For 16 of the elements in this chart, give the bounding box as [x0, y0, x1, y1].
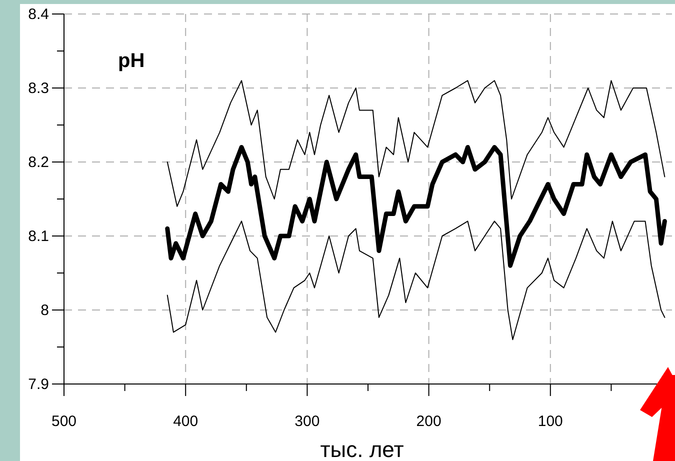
x-tick-label: 100 — [538, 413, 563, 430]
y-tick-label: 8.3 — [28, 80, 49, 97]
y-axis-title: pH — [118, 50, 145, 72]
y-tick-label: 8.2 — [28, 154, 49, 171]
x-tick-label: 200 — [416, 413, 442, 430]
line-series — [166, 80, 666, 207]
y-tick-label: 8.4 — [28, 6, 49, 23]
y-tick-label: 8.1 — [28, 228, 49, 245]
line-series — [165, 144, 667, 268]
y-tick-label: 7.9 — [28, 376, 49, 393]
x-axis-title: тыс. лет — [320, 437, 404, 461]
x-tick-label: 300 — [294, 413, 320, 430]
x-tick-label: 400 — [173, 413, 198, 430]
line-series — [166, 220, 666, 340]
y-tick-label: 8 — [40, 302, 49, 319]
x-tick-label: 500 — [51, 413, 77, 430]
